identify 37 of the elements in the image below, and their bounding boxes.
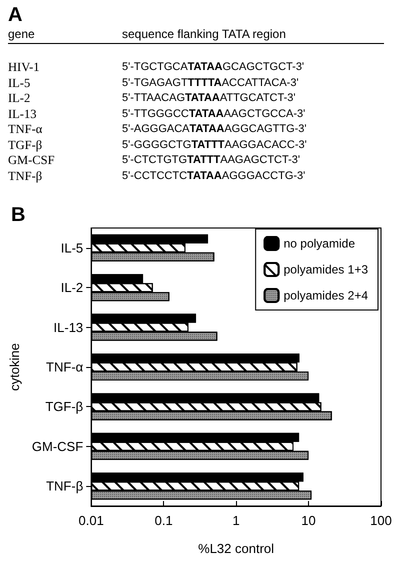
x-axis-title: %L32 control — [198, 541, 274, 556]
y-tick-label: GM-CSF — [32, 438, 84, 454]
text: A — [8, 4, 22, 27]
y-tick-label: TNF-β — [46, 478, 84, 494]
text: 5'-GGGGCTGTATTTAAGGACACC-3' — [122, 138, 307, 152]
text: 5'-AGGGACATATAAAGGCAGTTG-3' — [122, 122, 307, 137]
text: 5'-TTGGGCCTATAAAAGCTGCCA-3' — [122, 106, 306, 122]
y-tick-label: TNF-α — [46, 360, 84, 374]
text: 5'-CCTCCTCTATAAAGGGACCTG-3' — [122, 168, 306, 184]
text: TNF-β — [8, 168, 42, 184]
text: HIV-1 — [8, 60, 40, 76]
text: IL-5 — [8, 76, 30, 91]
text: IL-2 — [8, 91, 30, 106]
legend-label: polyamides 2+4 — [284, 288, 368, 302]
x-tick-label: 10 — [301, 513, 316, 528]
text: TNF-α — [8, 122, 42, 138]
text: 5'-TTAACAGTATAAATTGCATCT-3' — [122, 91, 296, 106]
x-tick-label: 0.1 — [154, 513, 173, 528]
y-tick-label: TGF-β — [45, 399, 84, 414]
x-tick-label: 0.01 — [78, 513, 104, 528]
y-tick-label: IL-5 — [60, 240, 84, 256]
y-axis-title: cytokine — [7, 343, 22, 391]
text: GM-CSF — [8, 153, 55, 168]
y-tick-label: IL-13 — [54, 320, 84, 335]
y-tick-label: IL-2 — [60, 280, 84, 296]
text: sequence flanking TATA region — [122, 27, 286, 41]
text: TGF-β — [8, 138, 42, 153]
x-tick-label: 100 — [370, 513, 392, 528]
text: 5'-CTCTGTGTATTTAAGAGCTCT-3' — [122, 153, 300, 168]
chart-title: B — [11, 204, 26, 226]
legend-label: polyamides 1+3 — [284, 262, 368, 276]
text: gene — [8, 27, 35, 41]
legend-label: no polyamide — [284, 236, 356, 250]
text: 5'-TGCTGCATATAAGCAGCTGCT-3' — [122, 60, 304, 75]
text: IL-13 — [8, 106, 36, 122]
x-tick-label: 1 — [232, 513, 240, 528]
text: 5'-TGAGAGTTTTTAACCATTACA-3' — [122, 76, 299, 90]
